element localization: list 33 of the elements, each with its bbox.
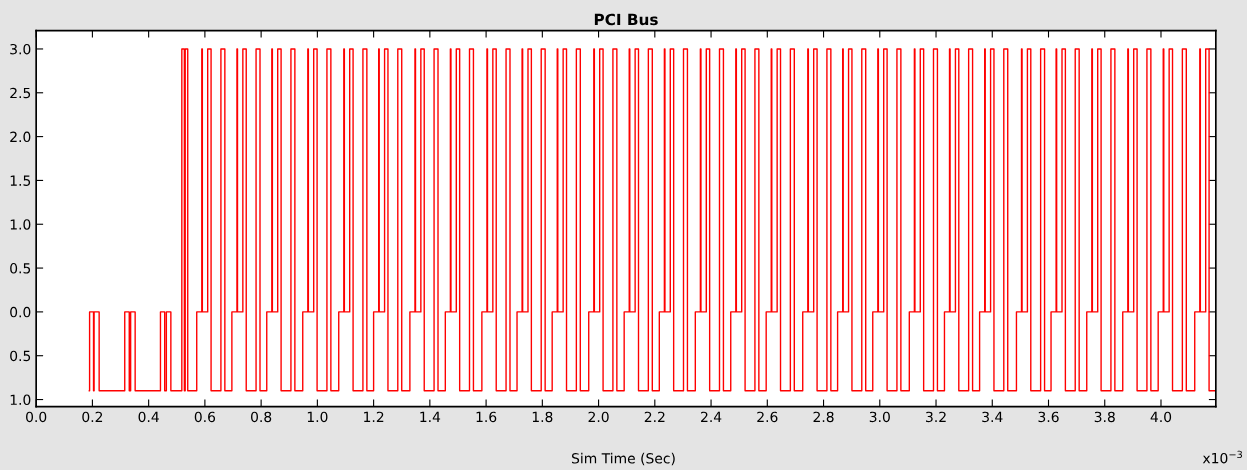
x-tick-label: 2.4	[701, 411, 722, 422]
x-tick-label: 1.4	[420, 411, 441, 422]
x-tick-label: 1.2	[364, 411, 384, 422]
x-tick-label: 1.8	[532, 411, 553, 423]
x-tick-label: 0.4	[138, 411, 159, 423]
y-tick-label: 0.5	[10, 263, 31, 274]
x-tick-label: 3.4	[982, 411, 1003, 423]
text: x10$^{−3}$	[1202, 450, 1242, 464]
x-axis-title: Sim Time (Sec)	[571, 452, 675, 466]
y-tick-label: 0.5	[10, 350, 31, 362]
x-tick-label: 0.2	[82, 411, 103, 423]
y-tick-label: 2.5	[10, 87, 31, 99]
x-tick-label: 2.2	[644, 411, 665, 422]
y-tick-label: 1.0	[10, 219, 31, 230]
x-tick-label: 2.0	[588, 411, 609, 423]
x-tick-label: 0.6	[194, 411, 216, 423]
y-tick-label: 1.5	[10, 175, 31, 186]
x-tick-label: 2.8	[813, 411, 834, 423]
y-tick-label: 1.0	[10, 394, 31, 406]
x-tick-label: 0.8	[251, 411, 272, 423]
x-tick-label: 3.0	[869, 411, 890, 423]
y-tick-label: 0.0	[10, 306, 31, 318]
x-tick-label: 0.0	[26, 411, 47, 423]
chart-title: PCI Bus	[594, 13, 658, 26]
y-tick-label: 2.0	[10, 131, 31, 143]
x-tick-label: 2.6	[757, 411, 778, 423]
y-tick-label: 3.0	[10, 43, 31, 55]
x-tick-label: 3.6	[1038, 411, 1059, 423]
x-tick-label: 3.2	[926, 411, 946, 423]
x-tick-label: 1.0	[307, 411, 328, 423]
x-tick-label: 3.8	[1094, 411, 1115, 423]
x-tick-label: 1.6	[476, 411, 497, 423]
x-tick-label: 4.0	[1150, 411, 1172, 423]
